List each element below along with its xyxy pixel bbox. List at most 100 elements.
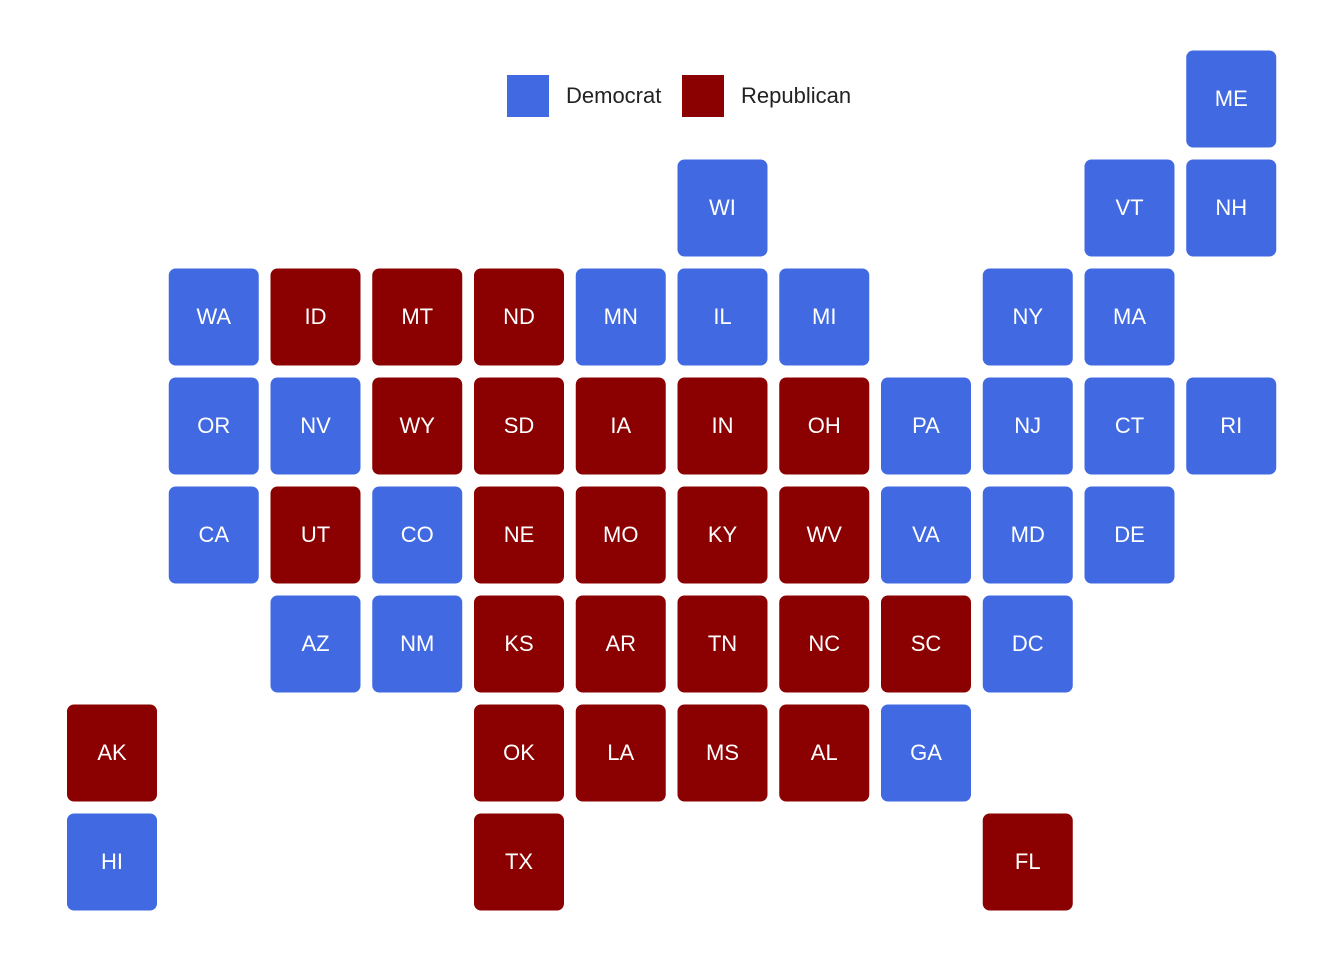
legend-swatch	[507, 75, 549, 117]
state-tile	[474, 486, 564, 584]
state-tile	[270, 486, 361, 584]
state-tile	[372, 268, 463, 366]
state-label: ND	[503, 304, 535, 329]
legend-swatch	[682, 75, 724, 117]
state-tile	[168, 268, 259, 366]
state-tile	[677, 268, 768, 366]
state-label: DE	[1114, 522, 1145, 547]
state-label: MN	[604, 304, 638, 329]
state-label: CA	[198, 522, 229, 547]
state-tile	[168, 377, 259, 475]
state-label: PA	[912, 413, 940, 438]
state-label: FL	[1015, 849, 1041, 874]
state-label: OK	[503, 740, 535, 765]
state-label: WV	[807, 522, 843, 547]
state-label: NY	[1012, 304, 1043, 329]
state-label: IA	[610, 413, 631, 438]
state-tile	[881, 377, 971, 475]
state-label: RI	[1220, 413, 1242, 438]
state-label: SC	[911, 631, 942, 656]
state-tile	[474, 704, 564, 802]
state-label: VA	[912, 522, 940, 547]
state-label: MS	[706, 740, 739, 765]
legend-label: Democrat	[566, 83, 661, 108]
state-label: NC	[808, 631, 840, 656]
state-label: WI	[709, 195, 736, 220]
state-tile	[677, 486, 768, 584]
state-tile	[677, 595, 768, 693]
state-label: NE	[504, 522, 535, 547]
state-label: NH	[1215, 195, 1247, 220]
state-label: MT	[401, 304, 433, 329]
state-label: AK	[97, 740, 127, 765]
state-tile	[677, 704, 768, 802]
state-label: UT	[301, 522, 330, 547]
state-tile	[575, 377, 666, 475]
state-tile	[881, 486, 971, 584]
state-tile	[372, 595, 463, 693]
state-tile	[982, 813, 1073, 911]
state-tile	[474, 268, 564, 366]
state-label: TN	[708, 631, 737, 656]
state-label: AR	[605, 631, 636, 656]
state-tile	[779, 595, 870, 693]
state-label: TX	[505, 849, 533, 874]
state-tile	[270, 595, 361, 693]
state-label: MD	[1011, 522, 1045, 547]
state-tile	[779, 704, 870, 802]
state-tile	[575, 704, 666, 802]
state-tile	[881, 595, 971, 693]
state-label: NM	[400, 631, 434, 656]
state-tile	[1084, 486, 1175, 584]
state-label: WA	[196, 304, 231, 329]
state-label: CO	[401, 522, 434, 547]
state-label: MA	[1113, 304, 1146, 329]
state-label: AZ	[301, 631, 329, 656]
state-tile	[474, 377, 564, 475]
legend-label: Republican	[741, 83, 851, 108]
state-label: LA	[607, 740, 634, 765]
state-label: NV	[300, 413, 331, 438]
state-tile	[982, 595, 1073, 693]
state-label: GA	[910, 740, 942, 765]
state-tile	[575, 486, 666, 584]
state-label: VT	[1115, 195, 1143, 220]
state-label: OR	[197, 413, 230, 438]
state-tile	[474, 595, 564, 693]
state-tile	[575, 595, 666, 693]
state-label: AL	[811, 740, 838, 765]
state-label: CT	[1115, 413, 1144, 438]
state-label: WY	[400, 413, 436, 438]
state-tile	[474, 813, 564, 911]
state-tile	[67, 704, 157, 802]
state-tile	[779, 377, 870, 475]
state-tile	[1186, 50, 1277, 148]
state-label: NJ	[1014, 413, 1041, 438]
state-tile	[168, 486, 259, 584]
state-label: ME	[1215, 86, 1248, 111]
state-tile	[1186, 377, 1277, 475]
state-label: HI	[101, 849, 123, 874]
state-tile	[372, 377, 463, 475]
state-tile	[982, 268, 1073, 366]
state-tile	[779, 486, 870, 584]
state-label: MI	[812, 304, 836, 329]
state-label: MO	[603, 522, 638, 547]
state-label: DC	[1012, 631, 1044, 656]
state-tile	[372, 486, 463, 584]
state-tile	[1186, 159, 1277, 257]
state-tile	[270, 377, 361, 475]
state-tile	[270, 268, 361, 366]
state-tile	[881, 704, 971, 802]
state-tile	[982, 377, 1073, 475]
state-tile	[1084, 377, 1175, 475]
state-label: ID	[305, 304, 327, 329]
state-label: SD	[504, 413, 535, 438]
state-tile	[779, 268, 870, 366]
state-label: IL	[713, 304, 731, 329]
state-label: OH	[808, 413, 841, 438]
state-label: KY	[708, 522, 738, 547]
state-tile	[575, 268, 666, 366]
state-tile	[982, 486, 1073, 584]
